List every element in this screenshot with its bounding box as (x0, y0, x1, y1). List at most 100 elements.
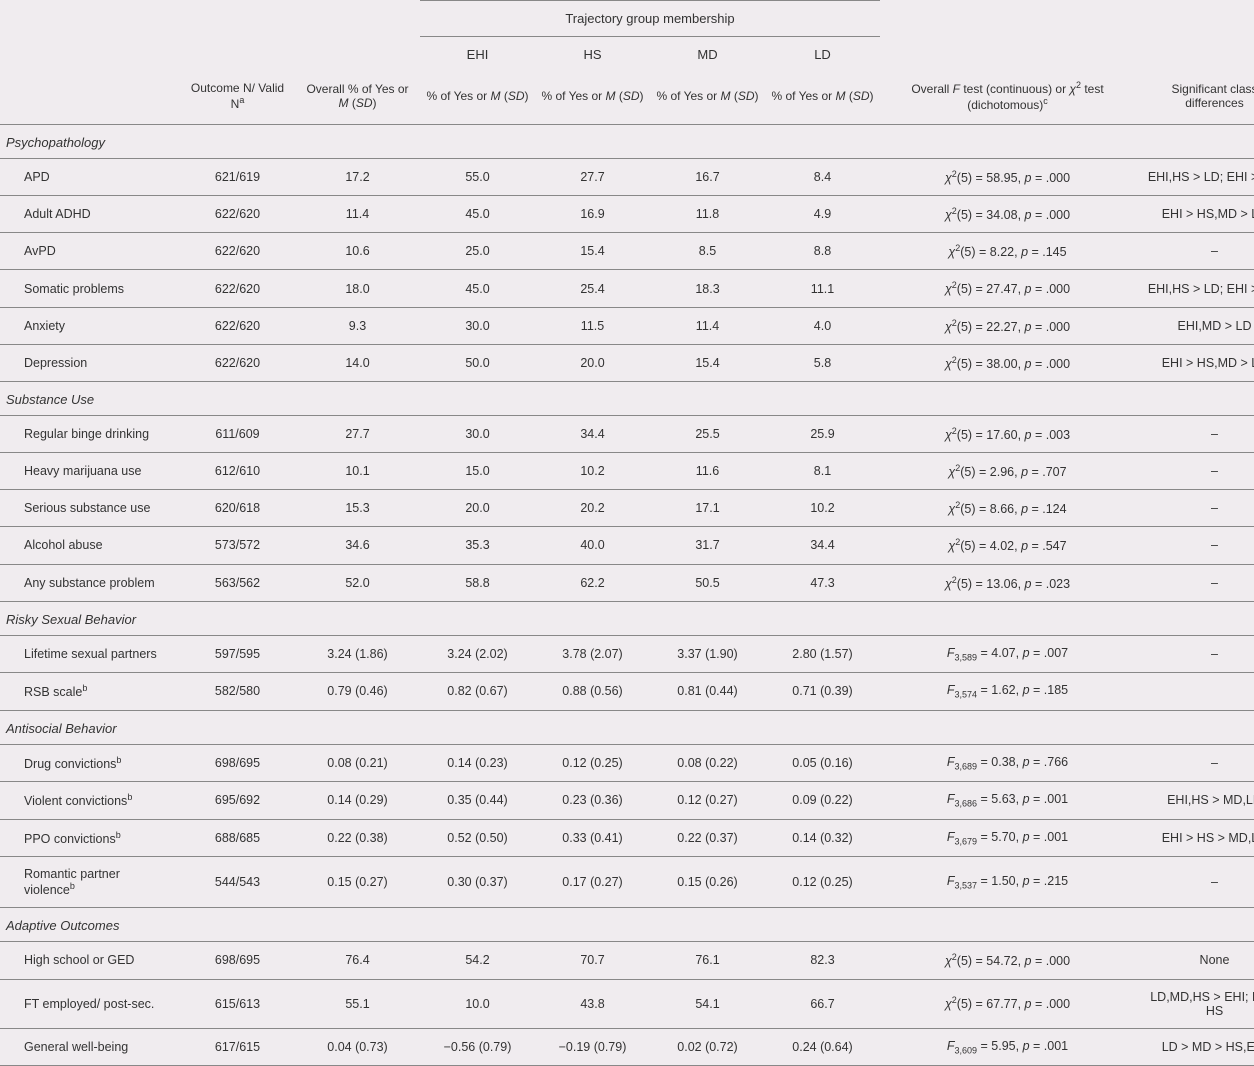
cell-n: 622/620 (180, 270, 295, 307)
cell-hs: 62.2 (535, 564, 650, 601)
table-row: RSB scaleb582/5800.79 (0.46)0.82 (0.67)0… (0, 673, 1254, 711)
cell-ld: 8.4 (765, 159, 880, 196)
row-label: General well-being (0, 1028, 180, 1066)
section-label: Adaptive Outcomes (0, 908, 1254, 942)
cell-md: 0.12 (0.27) (650, 782, 765, 820)
cell-sig: – (1135, 527, 1254, 564)
cell-n: 622/620 (180, 196, 295, 233)
cell-hs: 43.8 (535, 979, 650, 1028)
cell-overall: 0.08 (0.21) (295, 744, 420, 782)
cell-n: 612/610 (180, 453, 295, 490)
cell-sig: LD,MD,HS > EHI; LD > HS (1135, 979, 1254, 1028)
cell-sig: None (1135, 942, 1254, 979)
cell-md: 31.7 (650, 527, 765, 564)
cell-overall: 15.3 (295, 490, 420, 527)
cell-ld: 10.2 (765, 490, 880, 527)
table-row: Romantic partner violenceb544/5430.15 (0… (0, 857, 1254, 908)
cell-ehi: 30.0 (420, 307, 535, 344)
results-table: Trajectory group membership EHIHSMDLD Ou… (0, 0, 1254, 1066)
cell-n: 611/609 (180, 415, 295, 452)
cell-ld: 0.09 (0.22) (765, 782, 880, 820)
cell-hs: 70.7 (535, 942, 650, 979)
cell-ehi: 30.0 (420, 415, 535, 452)
cell-md: 18.3 (650, 270, 765, 307)
cell-ehi: 0.30 (0.37) (420, 857, 535, 908)
cell-test: χ2(5) = 17.60, p = .003 (880, 415, 1135, 452)
cell-md: 16.7 (650, 159, 765, 196)
cell-test: χ2(5) = 34.08, p = .000 (880, 196, 1135, 233)
cell-n: 544/543 (180, 857, 295, 908)
table-row: Violent convictionsb695/6920.14 (0.29)0.… (0, 782, 1254, 820)
cell-overall: 0.79 (0.46) (295, 673, 420, 711)
cell-test: χ2(5) = 38.00, p = .000 (880, 344, 1135, 381)
cell-test: F3,689 = 0.38, p = .766 (880, 744, 1135, 782)
table-row: FT employed/ post-sec.615/61355.110.043.… (0, 979, 1254, 1028)
section-psychopathology: Psychopathology (0, 125, 1254, 159)
cell-overall: 76.4 (295, 942, 420, 979)
cell-hs: 0.88 (0.56) (535, 673, 650, 711)
cell-md: 0.02 (0.72) (650, 1028, 765, 1066)
cell-ehi: 0.35 (0.44) (420, 782, 535, 820)
section-label: Antisocial Behavior (0, 710, 1254, 744)
cell-test: χ2(5) = 54.72, p = .000 (880, 942, 1135, 979)
cell-hs: 3.78 (2.07) (535, 635, 650, 673)
cell-ld: 0.05 (0.16) (765, 744, 880, 782)
cell-n: 573/572 (180, 527, 295, 564)
cell-n: 688/685 (180, 819, 295, 857)
row-label: Violent convictionsb (0, 782, 180, 820)
cell-overall: 34.6 (295, 527, 420, 564)
cell-hs: 10.2 (535, 453, 650, 490)
cell-test: F3,609 = 5.95, p = .001 (880, 1028, 1135, 1066)
table-row: Serious substance use620/61815.320.020.2… (0, 490, 1254, 527)
cell-sig: EHI,MD > LD (1135, 307, 1254, 344)
cell-hs: 20.0 (535, 344, 650, 381)
table-row: High school or GED698/69576.454.270.776.… (0, 942, 1254, 979)
cell-ld: 82.3 (765, 942, 880, 979)
table-row: Somatic problems622/62018.045.025.418.31… (0, 270, 1254, 307)
cell-ehi: 55.0 (420, 159, 535, 196)
cell-sig: – (1135, 233, 1254, 270)
table-row: General well-being617/6150.04 (0.73)−0.5… (0, 1028, 1254, 1066)
cell-n: 622/620 (180, 307, 295, 344)
cell-ld: 34.4 (765, 527, 880, 564)
cell-test: χ2(5) = 8.22, p = .145 (880, 233, 1135, 270)
row-label: Regular binge drinking (0, 415, 180, 452)
row-label: Any substance problem (0, 564, 180, 601)
cell-hs: 0.12 (0.25) (535, 744, 650, 782)
cell-hs: 15.4 (535, 233, 650, 270)
cell-overall: 14.0 (295, 344, 420, 381)
cell-hs: 34.4 (535, 415, 650, 452)
trajectory-banner: Trajectory group membership (420, 1, 880, 37)
row-label: Heavy marijuana use (0, 453, 180, 490)
cell-n: 563/562 (180, 564, 295, 601)
cell-sig: EHI > HS > MD,LD (1135, 819, 1254, 857)
cell-md: 76.1 (650, 942, 765, 979)
cell-hs: 40.0 (535, 527, 650, 564)
cell-sig: – (1135, 453, 1254, 490)
cell-ld: 25.9 (765, 415, 880, 452)
cell-n: 620/618 (180, 490, 295, 527)
cell-md: 25.5 (650, 415, 765, 452)
cell-n: 621/619 (180, 159, 295, 196)
cell-overall: 18.0 (295, 270, 420, 307)
col-test: Overall F test (continuous) or χ2 test (… (880, 72, 1135, 125)
cell-ehi: 54.2 (420, 942, 535, 979)
cell-md: 11.6 (650, 453, 765, 490)
cell-ehi: 15.0 (420, 453, 535, 490)
cell-ld: 2.80 (1.57) (765, 635, 880, 673)
cell-overall: 3.24 (1.86) (295, 635, 420, 673)
cell-md: 11.4 (650, 307, 765, 344)
col-n: Outcome N/ Valid Na (180, 72, 295, 125)
cell-sig: EHI,HS > LD; EHI > MD (1135, 159, 1254, 196)
cell-ehi: 50.0 (420, 344, 535, 381)
cell-ld: 66.7 (765, 979, 880, 1028)
cell-ehi: 0.14 (0.23) (420, 744, 535, 782)
cell-ehi: 25.0 (420, 233, 535, 270)
cell-test: F3,686 = 5.63, p = .001 (880, 782, 1135, 820)
cell-ld: 0.71 (0.39) (765, 673, 880, 711)
row-label: High school or GED (0, 942, 180, 979)
cell-sig (1135, 673, 1254, 711)
cell-hs: 0.23 (0.36) (535, 782, 650, 820)
section-adaptive-outcomes: Adaptive Outcomes (0, 908, 1254, 942)
cell-n: 698/695 (180, 942, 295, 979)
